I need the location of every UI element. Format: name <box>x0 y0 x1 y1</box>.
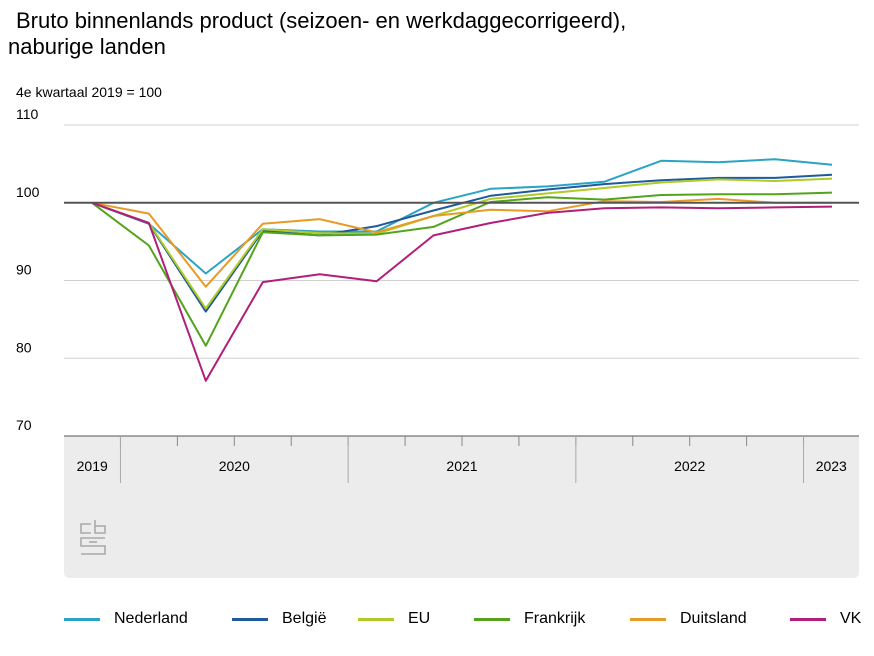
gridlines <box>64 124 859 359</box>
chart-title-line-1: Bruto binnenlands product (seizoen- en w… <box>16 8 627 33</box>
y-tick-label-110: 110 <box>16 106 39 122</box>
x-year-label-2021: 2021 <box>446 458 477 474</box>
y-tick-label-100: 100 <box>16 184 40 200</box>
logo-b <box>94 520 106 534</box>
legend-swatch <box>790 617 826 621</box>
legend-label: Frankrijk <box>524 610 586 627</box>
legend-label: VK <box>840 610 862 627</box>
x-year-label-2019: 2019 <box>77 458 108 474</box>
chart-title: Bruto binnenlands product (seizoen- en w… <box>8 8 848 60</box>
series-line-vk <box>91 201 833 382</box>
legend-swatch <box>630 617 666 621</box>
legend-swatch <box>474 617 510 621</box>
legend: Nederland België EU Frankrijk Duitsland VK <box>0 604 874 634</box>
legend-item-eu[interactable]: EU <box>358 604 430 634</box>
x-year-label-2020: 2020 <box>219 458 250 474</box>
legend-label: Nederland <box>114 610 188 627</box>
logo-s <box>80 537 106 555</box>
cbs-logo-icon <box>80 520 106 555</box>
legend-item-duitsland[interactable]: Duitsland <box>630 604 747 634</box>
line-chart: 70 80 90 100 110 2019 2020 2021 2022 2023 <box>16 106 859 578</box>
cbs-logo-glyph <box>80 520 106 555</box>
series-line-eu <box>91 177 833 310</box>
series-line-duitsland <box>91 197 832 288</box>
logo-c <box>80 523 91 534</box>
x-axis: 2019 2020 2021 2022 2023 <box>64 435 859 578</box>
legend-item-vk[interactable]: VK <box>790 604 861 634</box>
y-tick-label-80: 80 <box>16 339 32 355</box>
series-line-frankrijk <box>91 191 833 347</box>
legend-item-nederland[interactable]: Nederland <box>64 604 188 634</box>
y-tick-label-70: 70 <box>16 417 32 433</box>
legend-item-belgië[interactable]: België <box>232 604 326 634</box>
legend-item-frankrijk[interactable]: Frankrijk <box>474 604 585 634</box>
chart-subtitle: 4e kwartaal 2019 = 100 <box>16 84 162 100</box>
legend-label: EU <box>408 610 431 627</box>
series-line-nederland <box>91 158 833 275</box>
legend-swatch <box>232 617 268 621</box>
chart-title-line-2: naburige landen <box>8 34 166 59</box>
legend-swatch <box>64 617 100 621</box>
y-tick-label-90: 90 <box>16 262 32 278</box>
legend-swatch <box>358 617 394 621</box>
series-lines <box>91 158 833 382</box>
legend-label: Duitsland <box>680 610 747 627</box>
legend-label: België <box>282 610 327 627</box>
x-year-label-2023: 2023 <box>816 458 847 474</box>
y-axis-ticks: 70 80 90 100 110 <box>16 106 40 433</box>
x-axis-band <box>64 436 859 578</box>
x-year-label-2022: 2022 <box>674 458 705 474</box>
